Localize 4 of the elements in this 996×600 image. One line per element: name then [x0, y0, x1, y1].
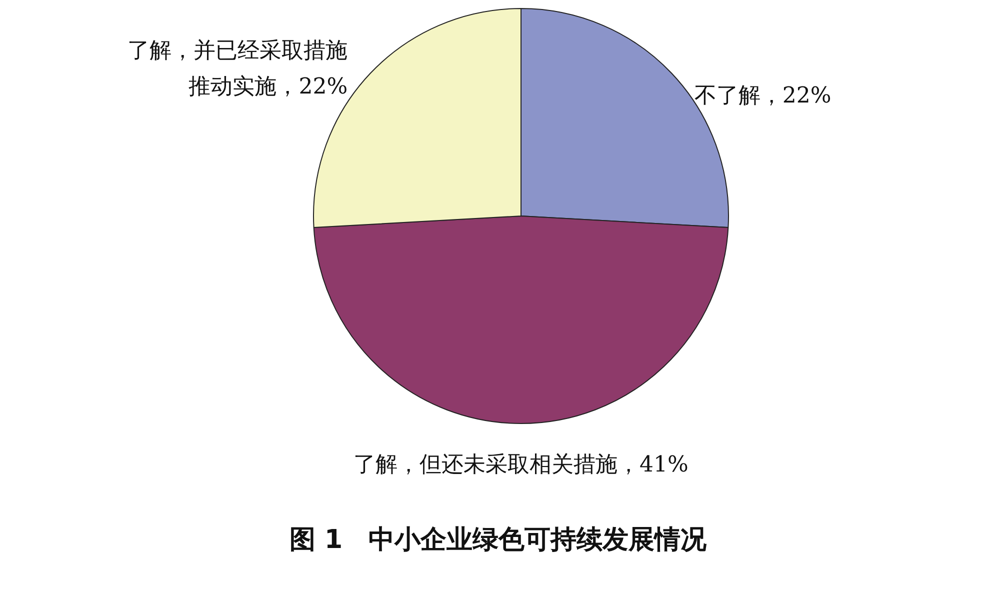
slice-label: 了解，但还未采取相关措施，41% [354, 452, 688, 478]
slice-label: 不了解，22% [694, 84, 832, 109]
text: 图 1 中小企业绿色可持续发展情况 [288, 524, 708, 557]
slice-label: 了解，并已经采取措施推动实施，22% [128, 38, 348, 100]
